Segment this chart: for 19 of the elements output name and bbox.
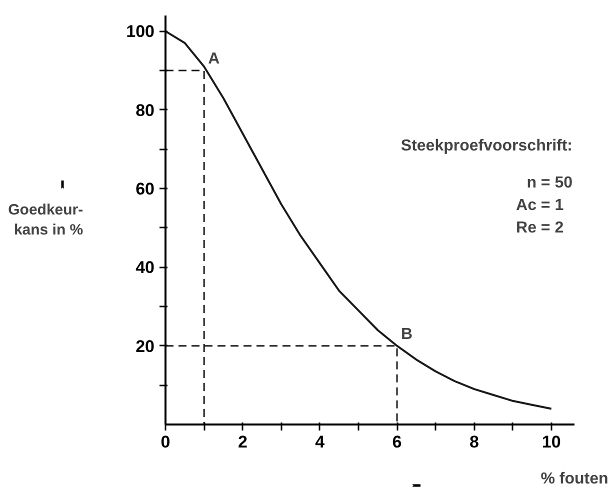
x-tick-label: 4 — [315, 432, 326, 452]
annotation: n = 50 — [526, 174, 573, 192]
x-axis-title: % fouten — [540, 470, 608, 488]
annotation: Re = 2 — [516, 219, 564, 236]
annotation: A — [208, 50, 220, 68]
y-tick-label: 80 — [136, 100, 155, 120]
x-tick-label: 0 — [160, 432, 170, 452]
y-tick-label: 100 — [126, 22, 155, 42]
annotation: Steekproefvoorschrift: — [400, 138, 572, 155]
annotation: Ac = 1 — [516, 196, 564, 214]
y-axis-title: Goedkeur- kans in % — [8, 201, 84, 239]
y-tick-label: 40 — [136, 258, 155, 278]
x-tick-label: 6 — [392, 432, 402, 452]
x-tick-label: 2 — [238, 432, 248, 452]
x-tick-label: 8 — [469, 432, 479, 452]
y-tick-label: 20 — [136, 336, 155, 356]
y-tick-label: 60 — [136, 180, 155, 199]
x-tick-label: 10 — [542, 432, 561, 452]
annotation: B — [401, 326, 413, 343]
